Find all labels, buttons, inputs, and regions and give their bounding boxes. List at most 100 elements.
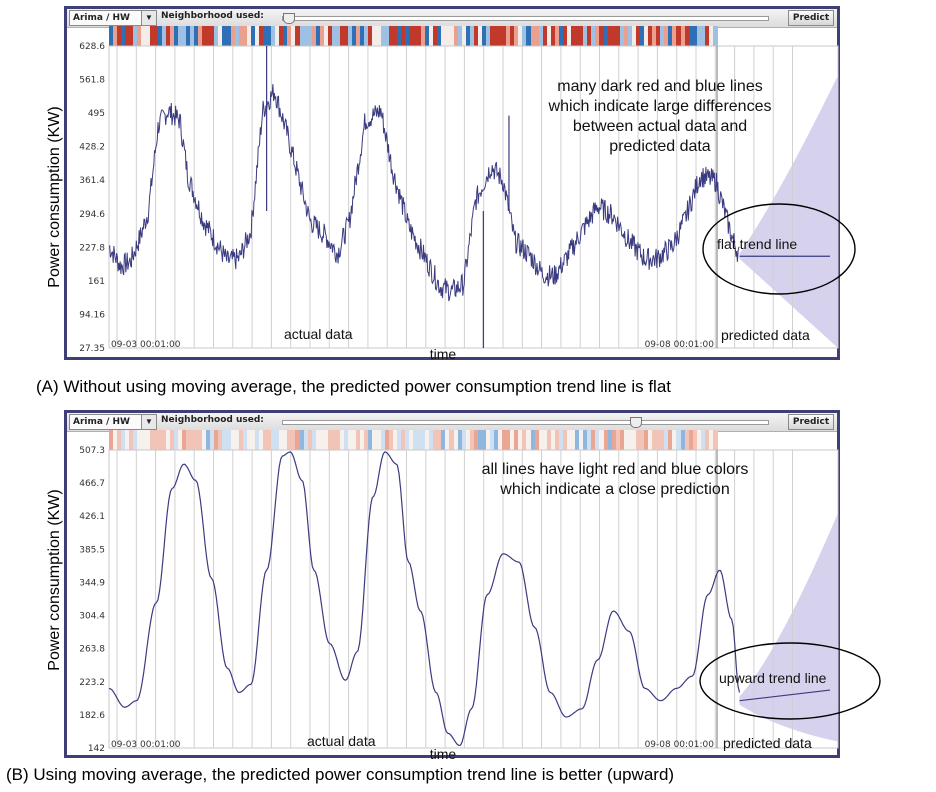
heat-cell — [465, 430, 471, 450]
heat-cell — [319, 430, 325, 450]
heat-cell — [226, 26, 232, 46]
heat-cell — [668, 430, 673, 450]
heat-cell — [627, 26, 633, 46]
neighborhood-label: Neighborhood used: — [161, 11, 264, 21]
predict-button[interactable]: Predict — [788, 414, 834, 430]
heat-cell — [230, 26, 236, 46]
heat-cell — [109, 430, 114, 450]
chevron-down-icon[interactable]: ▼ — [141, 10, 157, 26]
heat-cell — [275, 430, 280, 450]
heat-cell — [137, 26, 142, 46]
heat-cell — [700, 430, 706, 450]
heat-cell — [335, 430, 341, 450]
heat-cell — [648, 430, 653, 450]
heat-cell — [502, 26, 507, 46]
heat-cell — [214, 26, 220, 46]
y-tick-label: 142 — [88, 744, 105, 754]
heat-cell — [344, 26, 349, 46]
y-tick-label: 628.6 — [79, 42, 105, 52]
heat-cell — [173, 430, 179, 450]
slider-thumb[interactable] — [630, 417, 642, 428]
heat-cell — [145, 26, 151, 46]
heat-cell — [481, 26, 487, 46]
heat-cell — [591, 26, 596, 46]
heat-cell — [113, 430, 118, 450]
heat-cell — [218, 26, 224, 46]
y-tick-label: 428.2 — [79, 143, 105, 153]
heat-cell — [684, 26, 690, 46]
heat-cell — [664, 430, 669, 450]
heat-cell — [210, 430, 215, 450]
heat-cell — [433, 26, 438, 46]
heat-cell — [303, 26, 309, 46]
heat-cell — [250, 26, 256, 46]
heat-cell — [575, 430, 580, 450]
heat-cell — [331, 26, 337, 46]
annotation-trend: upward trend line — [719, 670, 827, 686]
neighborhood-slider[interactable] — [282, 13, 769, 24]
predict-button[interactable]: Predict — [788, 10, 834, 26]
heat-cell — [546, 430, 552, 450]
trend-highlight-oval — [702, 203, 856, 295]
heat-cell — [498, 430, 503, 450]
slider-thumb[interactable] — [283, 13, 295, 24]
heat-cell — [368, 430, 374, 450]
heat-cell — [546, 26, 552, 46]
heat-cell — [684, 430, 690, 450]
heat-cell — [656, 26, 661, 46]
heat-cell — [441, 26, 446, 46]
heat-cell — [279, 430, 284, 450]
heat-cell — [627, 430, 633, 450]
heat-cell — [149, 430, 155, 450]
y-tick-label: 294.6 — [79, 210, 105, 220]
forecast-band — [739, 513, 838, 742]
heat-cell — [692, 26, 698, 46]
forecast-trend-line — [739, 689, 831, 702]
y-tick-label: 94.16 — [79, 310, 105, 320]
y-tick-label: 507.3 — [79, 446, 105, 456]
neighborhood-slider[interactable] — [282, 417, 769, 428]
chevron-down-icon[interactable]: ▼ — [141, 414, 157, 430]
heat-cell — [696, 26, 702, 46]
heat-cell — [169, 26, 175, 46]
heat-cell — [279, 26, 284, 46]
y-tick-label: 495 — [88, 109, 105, 119]
heat-cell — [668, 26, 673, 46]
neighborhood-label: Neighborhood used: — [161, 415, 264, 425]
heat-cell — [161, 26, 167, 46]
heat-cell — [380, 26, 386, 46]
heat-cell — [214, 430, 220, 450]
heat-cell — [595, 430, 601, 450]
actual-series-line — [108, 451, 741, 747]
heat-cell — [177, 430, 183, 450]
heat-cell — [506, 26, 511, 46]
heat-cell — [660, 430, 665, 450]
heat-cell — [194, 26, 199, 46]
x-tick-label: 09-03 00:01:00 — [111, 340, 181, 350]
heat-cell — [348, 26, 353, 46]
heat-cell — [619, 26, 625, 46]
heat-cell — [206, 430, 211, 450]
heat-cell — [481, 430, 487, 450]
heat-cell — [672, 430, 678, 450]
heat-cell — [615, 26, 621, 46]
heat-cell — [190, 26, 195, 46]
heat-cell — [708, 430, 714, 450]
heat-cell — [538, 26, 544, 46]
heat-cell — [299, 26, 305, 46]
heat-cell — [372, 26, 378, 46]
heat-cell — [526, 430, 532, 450]
x-tick-label: 09-08 00:01:00 — [645, 340, 715, 350]
heat-cell — [445, 430, 451, 450]
heat-cell — [494, 26, 499, 46]
heat-cell — [356, 26, 361, 46]
heat-cell — [603, 26, 609, 46]
heat-cell — [522, 430, 528, 450]
heat-cell — [384, 430, 390, 450]
heat-cell — [165, 430, 171, 450]
heat-cell — [579, 26, 584, 46]
heat-cell — [571, 430, 576, 450]
heat-cell — [295, 430, 301, 450]
heat-cell — [327, 430, 333, 450]
heat-cell — [360, 430, 365, 450]
